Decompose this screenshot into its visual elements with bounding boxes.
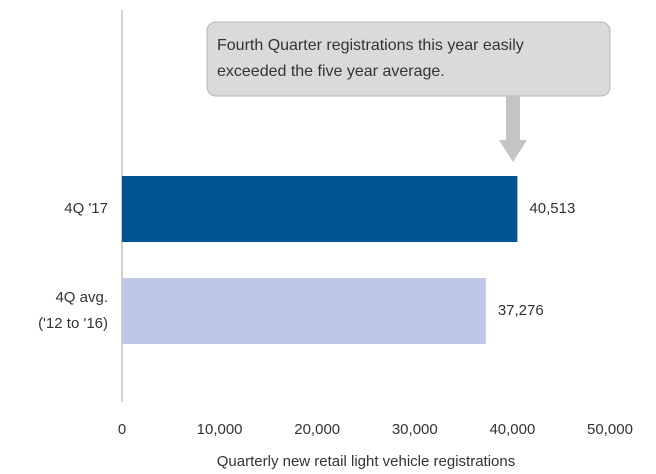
- callout-arrow: [499, 96, 527, 162]
- callout-box: [206, 21, 611, 97]
- x-tick-label: 30,000: [392, 421, 438, 438]
- y-tick-label: 4Q '17: [64, 200, 108, 217]
- value-label: 40,513: [529, 200, 575, 217]
- x-tick-label: 50,000: [587, 421, 633, 438]
- x-tick-label: 20,000: [294, 421, 340, 438]
- x-tick-label: 40,000: [489, 421, 535, 438]
- x-tick-label: 0: [118, 421, 126, 438]
- x-axis-label: Quarterly new retail light vehicle regis…: [217, 453, 515, 470]
- annotation: Fourth Quarter registrations this year e…: [217, 37, 524, 80]
- bar: [122, 176, 518, 242]
- x-tick-label: 10,000: [197, 421, 243, 438]
- y-tick-label: 4Q avg. ('12 to '16): [38, 289, 108, 332]
- value-label: 37,276: [498, 302, 544, 319]
- bar: [122, 278, 486, 344]
